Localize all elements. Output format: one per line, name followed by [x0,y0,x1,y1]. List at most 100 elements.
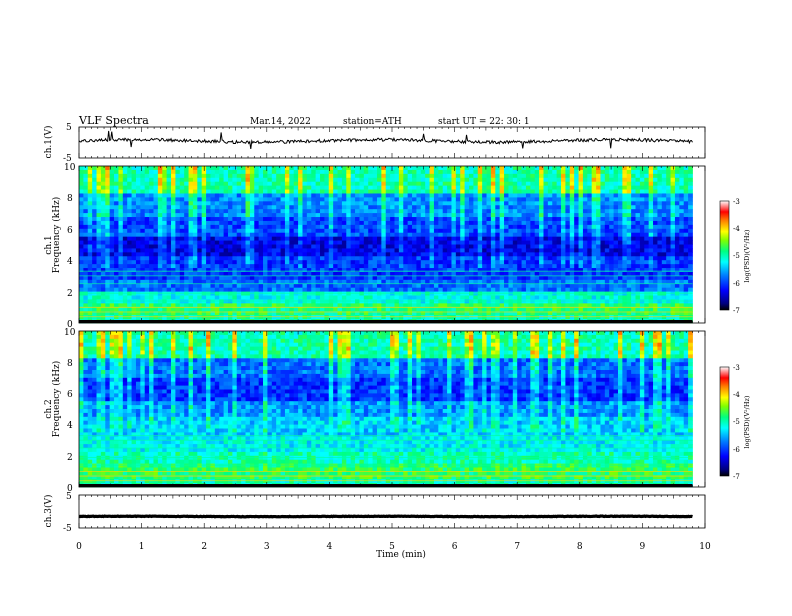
ch1-spectrogram-image-cell [294,178,299,182]
ch1-spectrogram-image-cell [162,213,167,217]
ch1-spectrogram-image-cell [355,233,360,237]
ch1-spectrogram-image-cell [412,288,417,292]
ch1-spectrogram-image-cell [539,237,544,241]
ch1-spectrogram-image-cell [158,296,163,300]
ch1-spectrogram-image-cell [259,217,264,221]
ch1-spectrogram-image-cell [513,260,518,264]
ch1-spectrogram-image-cell [232,268,237,272]
ch1-spectrogram-image-cell [193,248,198,252]
ch1-spectrogram-image-cell [592,201,597,205]
ch1-spectrogram-image-cell [403,315,408,319]
ch1-spectrogram-image-cell [272,284,277,288]
ch1-spectrogram-image-cell [583,221,588,225]
ch1-spectrogram-image-cell [513,197,518,201]
ch1-spectrogram-image-cell [162,221,167,225]
ch1-spectrogram-image-cell [491,193,496,197]
ch1-spectrogram-image-cell [395,256,400,260]
ch1-spectrogram-image-cell [333,276,338,280]
ch1-spectrogram-image-cell [219,201,224,205]
ch1-spectrogram-image-cell [517,252,522,256]
ch1-spectrogram-image-cell [552,197,557,201]
ch1-spectrogram-image-cell [460,193,465,197]
ch1-spectrogram-image-cell [465,256,470,260]
ch1-spectrogram-image-cell [118,288,123,292]
ch1-spectrogram-image-cell [197,213,202,217]
ch1-spectrogram-image-cell [140,174,145,178]
ch1-spectrogram-image-cell [535,225,540,229]
ch1-spectrogram-image-cell [579,233,584,237]
ch1-spectrogram-image-cell [267,276,272,280]
ch1-spectrogram-image-cell [237,170,242,174]
ch1-spectrogram-image-cell [232,186,237,190]
ch1-spectrogram-image-cell [302,201,307,205]
ch1-spectrogram-image-cell [189,170,194,174]
ch1-spectrogram-image-cell [302,193,307,197]
ch1-spectrogram-image-cell [412,205,417,209]
ch1-spectrogram-image-cell [495,221,500,225]
ch1-spectrogram-image-cell [447,193,452,197]
ch1-spectrogram-image-cell [189,229,194,233]
ch1-spectrogram-image-cell [451,315,456,319]
ch1-spectrogram-image-cell [105,178,110,182]
ch1-spectrogram-image-cell [346,284,351,288]
ch1-spectrogram-image-cell [171,174,176,178]
ch1-spectrogram-image-cell [469,201,474,205]
ch1-spectrogram-image-cell [132,296,137,300]
ch1-spectrogram-image-cell [373,201,378,205]
ch1-spectrogram-image-cell [592,182,597,186]
ch1-spectrogram-image-cell [517,229,522,233]
ch1-spectrogram-image-cell [359,170,364,174]
ch1-spectrogram-image-cell [548,205,553,209]
ch1-spectrogram-image-cell [434,197,439,201]
ch1-spectrogram-image-cell [465,205,470,209]
ch1-spectrogram-image-cell [425,299,430,303]
ch1-spectrogram-image-cell [215,299,220,303]
ch1-spectrogram-image-cell [491,170,496,174]
ch1-spectrogram-image-cell [123,315,128,319]
ch1-spectrogram-image-cell [311,268,316,272]
ch1-spectrogram-image-cell [136,296,141,300]
ch1-spectrogram-image-cell [421,190,426,194]
ch1-spectrogram-image-cell [206,256,211,260]
ch1-spectrogram-image-cell [145,182,150,186]
ch1-spectrogram-image-cell [395,209,400,213]
ch1-spectrogram-image-cell [548,284,553,288]
ch1-spectrogram-image-cell [333,209,338,213]
ch1-spectrogram-image-cell [583,170,588,174]
ch1-spectrogram-image-cell [425,276,430,280]
ch1-spectrogram-image-cell [495,237,500,241]
ch1-spectrogram-image-cell [469,276,474,280]
ch1-spectrogram-image-cell [189,241,194,245]
ch1-spectrogram-image-cell [180,197,185,201]
ch1-spectrogram-image-cell [224,307,229,311]
ch1-spectrogram-image-cell [552,201,557,205]
ch1-spectrogram-image-cell [587,229,592,233]
ch1-spectrogram-image-cell [408,186,413,190]
ch1-spectrogram-image-cell [377,299,382,303]
ch1-spectrogram-image-cell [307,284,312,288]
ch1-spectrogram-image-cell [473,209,478,213]
ch1-spectrogram-image-cell [324,213,329,217]
ch1-spectrogram-image-cell [276,233,281,237]
ch1-spectrogram-image-cell [508,292,513,296]
ch1-spectrogram-image-cell [276,190,281,194]
ch1-spectrogram-image-cell [145,315,150,319]
ch1-spectrogram-image-cell [320,174,325,178]
ch1-spectrogram-image-cell [224,190,229,194]
ch1-spectrogram-image-cell [403,170,408,174]
ch1-spectrogram-image-cell [587,178,592,182]
ch1-spectrogram-image-cell [118,174,123,178]
ch1-spectrogram-image-cell [504,174,509,178]
ch1-spectrogram-image-cell [543,229,548,233]
ch1-spectrogram-image-cell [153,182,158,186]
ch1-spectrogram-image-cell [342,225,347,229]
ch1-spectrogram-image-cell [302,288,307,292]
ch1-spectrogram-image-cell [535,241,540,245]
ch1-spectrogram-image-cell [189,190,194,194]
ch1-spectrogram-image-cell [381,315,386,319]
ch1-spectrogram-image-cell [596,170,601,174]
ch1-spectrogram-image-cell [145,307,150,311]
ch1-spectrogram-image-cell [145,225,150,229]
ch1-spectrogram-image-cell [368,197,373,201]
ch1-spectrogram-image-cell [434,276,439,280]
